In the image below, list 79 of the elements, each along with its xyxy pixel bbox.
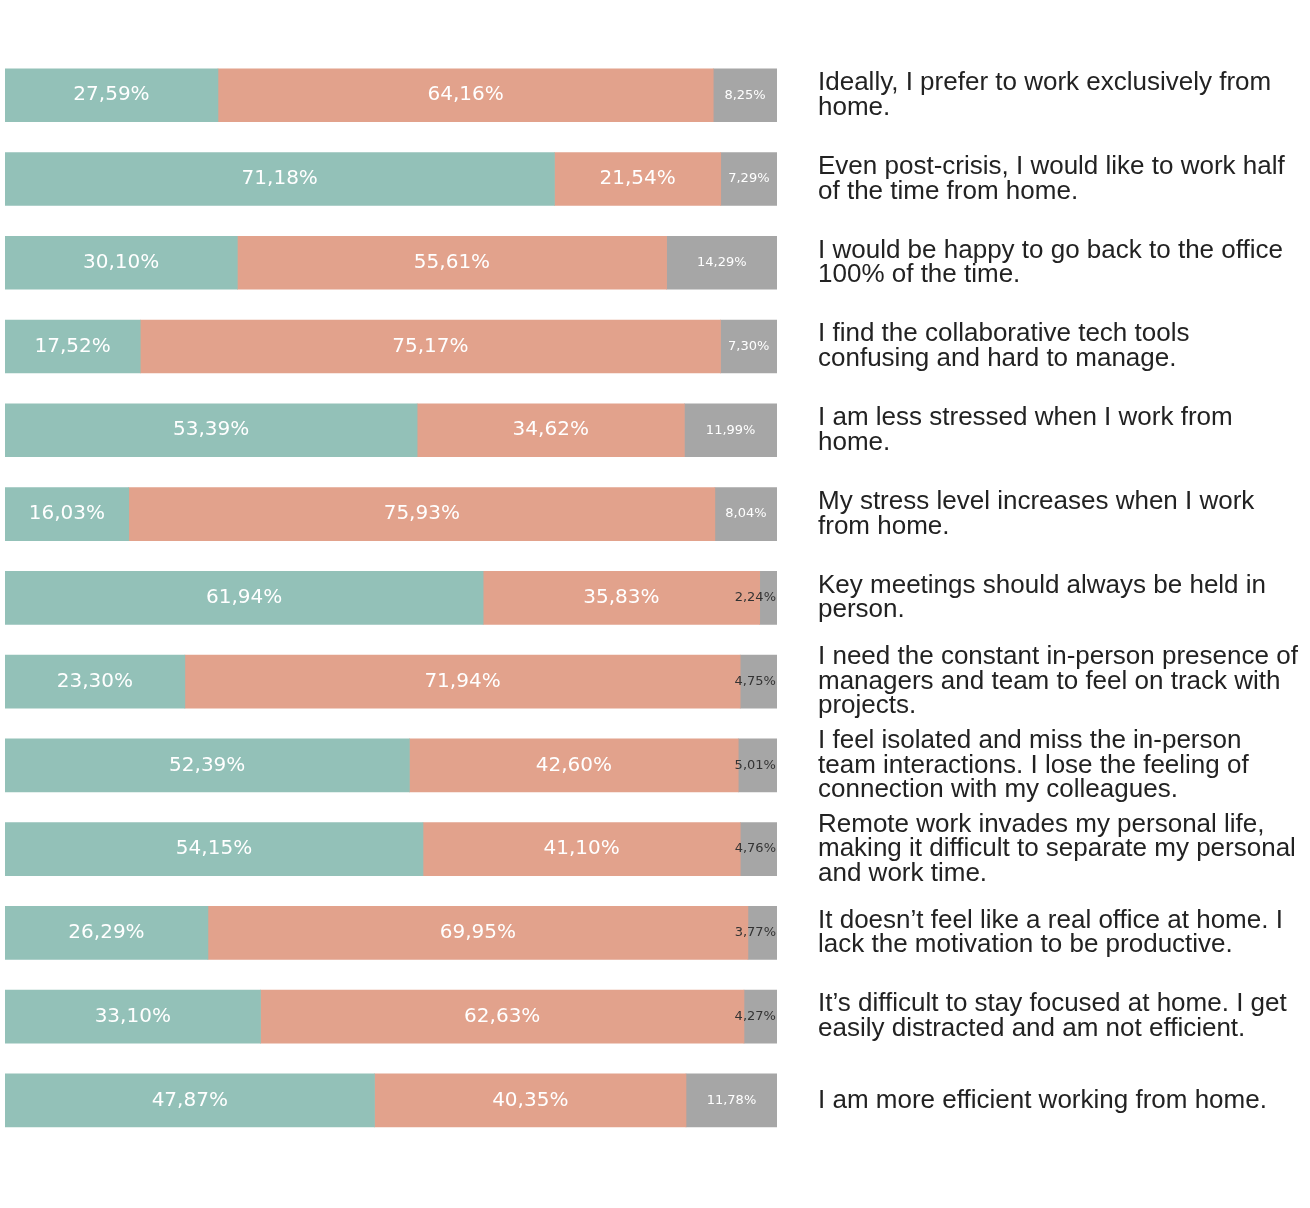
- bar: [217, 68, 714, 123]
- data-label: 34,62%: [512, 416, 589, 441]
- data-label: 75,17%: [392, 332, 469, 357]
- data-label: 2,24%: [734, 589, 776, 605]
- bar: [237, 235, 667, 290]
- bar: [5, 403, 418, 458]
- data-label: 16,03%: [28, 500, 105, 525]
- data-label: 42,60%: [535, 751, 612, 776]
- data-label: 5,01%: [734, 756, 776, 772]
- data-label: 33,10%: [94, 1002, 171, 1027]
- data-label: 35,83%: [583, 584, 660, 609]
- y-tick-label: It doesn’t feel like a real office at home. I lack the motivation to be productive.: [818, 903, 1283, 959]
- data-label: 4,76%: [734, 840, 776, 856]
- data-label: 75,93%: [383, 500, 460, 525]
- data-label: 64,16%: [427, 81, 504, 106]
- data-label: 21,54%: [599, 165, 676, 190]
- data-label: 23,30%: [56, 667, 134, 692]
- y-tick-label: I find the collaborative tech tools confusing and hard to manage.: [818, 317, 1190, 373]
- data-label: 14,29%: [696, 254, 747, 270]
- data-label: 8,25%: [724, 86, 766, 102]
- data-label: 53,39%: [172, 416, 250, 441]
- data-label: 71,94%: [424, 667, 501, 692]
- bar: [5, 487, 130, 541]
- bar: [5, 822, 424, 876]
- bar: [139, 319, 721, 374]
- bar: [712, 68, 777, 123]
- bar: [5, 235, 238, 290]
- data-label: 40,35%: [492, 1086, 569, 1111]
- data-label: 30,10%: [83, 248, 160, 273]
- bar: [374, 1073, 687, 1128]
- data-label: 47,87%: [151, 1086, 228, 1111]
- y-tick-label: I need the constant in-person presence of managers and team to feel on track with projects.: [818, 640, 1299, 720]
- data-label: 71,18%: [241, 165, 318, 190]
- data-label: 7,30%: [728, 337, 770, 353]
- bar: [416, 403, 685, 458]
- y-tick-label: I am more efficient working from home.: [818, 1083, 1267, 1114]
- y-tick-label: It’s difficult to stay focused at home. I get easily distracted and am not efficient.: [818, 987, 1288, 1043]
- bar: [5, 152, 555, 206]
- bar: [5, 571, 484, 625]
- data-label: 8,04%: [725, 505, 767, 521]
- y-tick-label: Key meetings should always be held in person.: [818, 568, 1267, 624]
- data-label: 11,78%: [706, 1091, 757, 1107]
- data-label: 4,75%: [734, 672, 776, 688]
- bar: [666, 235, 777, 290]
- y-tick-label: Even post-crisis, I would like to work half of the time from home.: [818, 149, 1286, 205]
- data-label: 69,95%: [439, 919, 517, 944]
- y-tick-label: My stress level increases when I work from home.: [818, 484, 1256, 540]
- y-tick-label: I feel isolated and miss the in-person team interactions. I lose the feeling of connection with my colleagues.: [818, 723, 1250, 804]
- data-label: 26,29%: [68, 919, 145, 944]
- data-label: 3,77%: [734, 924, 776, 940]
- data-label: 55,61%: [413, 248, 491, 273]
- bar: [128, 487, 716, 541]
- data-label: 7,29%: [728, 170, 770, 186]
- bar: [5, 906, 209, 960]
- bar: [5, 989, 261, 1044]
- bar: [554, 152, 722, 206]
- y-tick-label: I am less stressed when I work from home.: [818, 401, 1233, 456]
- bar: [5, 738, 410, 793]
- bar: [5, 654, 186, 709]
- data-label: 11,99%: [705, 421, 756, 437]
- data-label: 62,63%: [464, 1002, 541, 1027]
- data-label: 52,39%: [169, 751, 246, 776]
- data-label: 17,52%: [34, 332, 111, 357]
- bar: [5, 68, 219, 123]
- bar: [685, 1073, 777, 1128]
- data-label: 41,10%: [543, 835, 620, 860]
- data-label: 54,15%: [175, 835, 253, 860]
- bar: [720, 319, 777, 374]
- data-label: 27,59%: [73, 81, 150, 106]
- bar: [720, 152, 777, 206]
- data-label: 61,94%: [205, 584, 283, 609]
- y-tick-label: Ideally, I prefer to work exclusively from home.: [818, 66, 1272, 121]
- y-tick-label: I would be happy to go back to the office 100% of the time.: [818, 233, 1283, 289]
- y-tick-label: Remote work invades my personal life, making it difficult to separate my personal and work time.: [818, 807, 1296, 887]
- bar: [684, 403, 777, 458]
- bar: [5, 319, 141, 374]
- bar: [5, 1073, 375, 1128]
- data-label: 4,27%: [734, 1008, 776, 1024]
- bar: [714, 487, 777, 541]
